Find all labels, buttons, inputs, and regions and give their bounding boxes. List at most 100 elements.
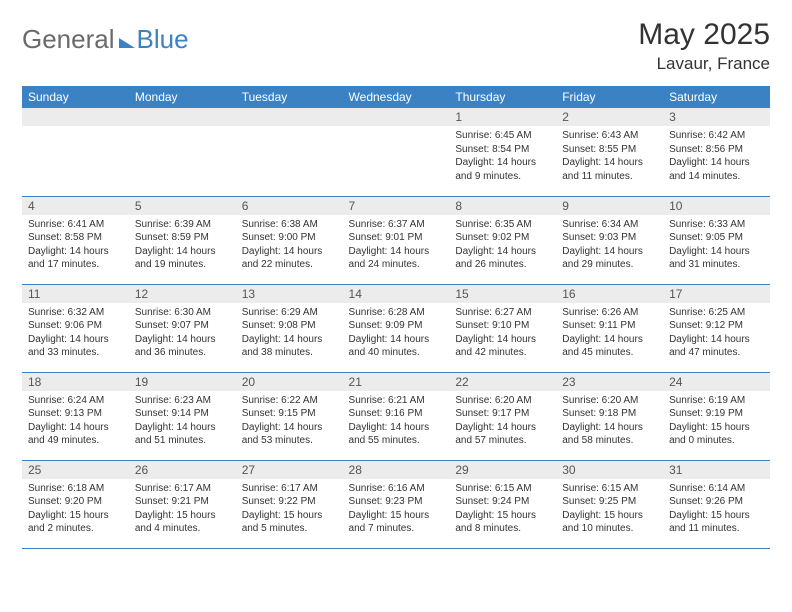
sunset-text: Sunset: 9:11 PM [562,319,657,333]
day-header: Thursday [449,86,556,108]
day-number: 1 [449,108,556,126]
daylight-text: Daylight: 14 hours and 49 minutes. [28,421,123,448]
sunset-text: Sunset: 9:13 PM [28,407,123,421]
calendar-cell: 30Sunrise: 6:15 AMSunset: 9:25 PMDayligh… [556,460,663,548]
sunset-text: Sunset: 8:56 PM [669,143,764,157]
sunset-text: Sunset: 8:54 PM [455,143,550,157]
calendar-cell: 15Sunrise: 6:27 AMSunset: 9:10 PMDayligh… [449,284,556,372]
sunrise-text: Sunrise: 6:15 AM [562,482,657,496]
day-details: Sunrise: 6:34 AMSunset: 9:03 PMDaylight:… [556,215,663,276]
daylight-text: Daylight: 15 hours and 5 minutes. [242,509,337,536]
calendar-cell: 20Sunrise: 6:22 AMSunset: 9:15 PMDayligh… [236,372,343,460]
sunset-text: Sunset: 9:12 PM [669,319,764,333]
calendar-page: General Blue May 2025 Lavaur, France Sun… [0,0,792,559]
sunrise-text: Sunrise: 6:24 AM [28,394,123,408]
daylight-text: Daylight: 14 hours and 42 minutes. [455,333,550,360]
day-number: 2 [556,108,663,126]
day-number: 10 [663,197,770,215]
sunrise-text: Sunrise: 6:41 AM [28,218,123,232]
day-number: 31 [663,461,770,479]
calendar-cell: 28Sunrise: 6:16 AMSunset: 9:23 PMDayligh… [343,460,450,548]
day-details: Sunrise: 6:20 AMSunset: 9:17 PMDaylight:… [449,391,556,452]
day-details: Sunrise: 6:23 AMSunset: 9:14 PMDaylight:… [129,391,236,452]
brand-part2: Blue [137,24,189,55]
sunset-text: Sunset: 9:25 PM [562,495,657,509]
day-details: Sunrise: 6:24 AMSunset: 9:13 PMDaylight:… [22,391,129,452]
daylight-text: Daylight: 14 hours and 53 minutes. [242,421,337,448]
sunset-text: Sunset: 9:19 PM [669,407,764,421]
sunset-text: Sunset: 9:26 PM [669,495,764,509]
calendar-cell: 13Sunrise: 6:29 AMSunset: 9:08 PMDayligh… [236,284,343,372]
sunset-text: Sunset: 9:09 PM [349,319,444,333]
daylight-text: Daylight: 15 hours and 11 minutes. [669,509,764,536]
calendar-cell: 25Sunrise: 6:18 AMSunset: 9:20 PMDayligh… [22,460,129,548]
day-number: 29 [449,461,556,479]
sunset-text: Sunset: 9:22 PM [242,495,337,509]
sunrise-text: Sunrise: 6:17 AM [135,482,230,496]
calendar-cell: 29Sunrise: 6:15 AMSunset: 9:24 PMDayligh… [449,460,556,548]
daylight-text: Daylight: 14 hours and 26 minutes. [455,245,550,272]
calendar-cell: 3Sunrise: 6:42 AMSunset: 8:56 PMDaylight… [663,108,770,196]
daylight-text: Daylight: 15 hours and 0 minutes. [669,421,764,448]
calendar-cell: 10Sunrise: 6:33 AMSunset: 9:05 PMDayligh… [663,196,770,284]
calendar-week-row: 1Sunrise: 6:45 AMSunset: 8:54 PMDaylight… [22,108,770,196]
brand-logo: General Blue [22,18,189,55]
day-number: 9 [556,197,663,215]
day-details: Sunrise: 6:15 AMSunset: 9:24 PMDaylight:… [449,479,556,540]
day-details: Sunrise: 6:42 AMSunset: 8:56 PMDaylight:… [663,126,770,187]
day-number: 12 [129,285,236,303]
calendar-cell: 4Sunrise: 6:41 AMSunset: 8:58 PMDaylight… [22,196,129,284]
sunset-text: Sunset: 9:03 PM [562,231,657,245]
day-number: 8 [449,197,556,215]
day-number: 16 [556,285,663,303]
calendar-cell: 31 Sunrise: 6:14 AMSunset: 9:26 PMDayligh… [663,460,770,548]
sunset-text: Sunset: 9:24 PM [455,495,550,509]
day-number: 28 [343,461,450,479]
calendar-cell: 14Sunrise: 6:28 AMSunset: 9:09 PMDayligh… [343,284,450,372]
day-details: Sunrise: 6:20 AMSunset: 9:18 PMDaylight:… [556,391,663,452]
calendar-cell: 24Sunrise: 6:19 AMSunset: 9:19 PMDayligh… [663,372,770,460]
sunset-text: Sunset: 9:21 PM [135,495,230,509]
day-header: Tuesday [236,86,343,108]
day-details: Sunrise: 6:16 AMSunset: 9:23 PMDaylight:… [343,479,450,540]
sunrise-text: Sunrise: 6:14 AM [669,482,764,496]
day-details: Sunrise: 6:18 AMSunset: 9:20 PMDaylight:… [22,479,129,540]
day-details: Sunrise: 6:29 AMSunset: 9:08 PMDaylight:… [236,303,343,364]
calendar-week-row: 18Sunrise: 6:24 AMSunset: 9:13 PMDayligh… [22,372,770,460]
calendar-cell: 7Sunrise: 6:37 AMSunset: 9:01 PMDaylight… [343,196,450,284]
day-details: Sunrise: 6:43 AMSunset: 8:55 PMDaylight:… [556,126,663,187]
day-details: Sunrise: 6:39 AMSunset: 8:59 PMDaylight:… [129,215,236,276]
calendar-body: 1Sunrise: 6:45 AMSunset: 8:54 PMDaylight… [22,108,770,548]
day-details: Sunrise: 6:19 AMSunset: 9:19 PMDaylight:… [663,391,770,452]
daylight-text: Daylight: 14 hours and 24 minutes. [349,245,444,272]
day-number: 24 [663,373,770,391]
day-details: Sunrise: 6:27 AMSunset: 9:10 PMDaylight:… [449,303,556,364]
daylight-text: Daylight: 14 hours and 55 minutes. [349,421,444,448]
sunrise-text: Sunrise: 6:16 AM [349,482,444,496]
day-details: Sunrise: 6:37 AMSunset: 9:01 PMDaylight:… [343,215,450,276]
daylight-text: Daylight: 15 hours and 10 minutes. [562,509,657,536]
day-number: 6 [236,197,343,215]
day-details: Sunrise: 6:45 AMSunset: 8:54 PMDaylight:… [449,126,556,187]
sunrise-text: Sunrise: 6:32 AM [28,306,123,320]
sunrise-text: Sunrise: 6:19 AM [669,394,764,408]
day-number: 25 [22,461,129,479]
sunset-text: Sunset: 9:14 PM [135,407,230,421]
brand-part1: General [22,24,115,55]
sunset-text: Sunset: 9:17 PM [455,407,550,421]
sunset-text: Sunset: 9:01 PM [349,231,444,245]
daylight-text: Daylight: 14 hours and 9 minutes. [455,156,550,183]
calendar-cell: 1Sunrise: 6:45 AMSunset: 8:54 PMDaylight… [449,108,556,196]
sunrise-text: Sunrise: 6:34 AM [562,218,657,232]
day-header: Sunday [22,86,129,108]
calendar-cell: 21Sunrise: 6:21 AMSunset: 9:16 PMDayligh… [343,372,450,460]
sunrise-text: Sunrise: 6:21 AM [349,394,444,408]
day-number: 26 [129,461,236,479]
calendar-week-row: 4Sunrise: 6:41 AMSunset: 8:58 PMDaylight… [22,196,770,284]
sunset-text: Sunset: 9:10 PM [455,319,550,333]
sunset-text: Sunset: 9:05 PM [669,231,764,245]
daylight-text: Daylight: 14 hours and 31 minutes. [669,245,764,272]
daylight-text: Daylight: 14 hours and 58 minutes. [562,421,657,448]
sunrise-text: Sunrise: 6:28 AM [349,306,444,320]
day-details: Sunrise: 6:26 AMSunset: 9:11 PMDaylight:… [556,303,663,364]
